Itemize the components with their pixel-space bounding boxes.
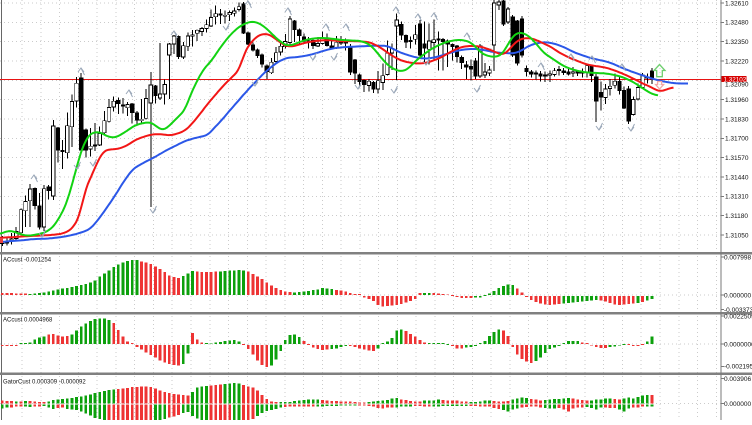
svg-text:0.0000000: 0.0000000 bbox=[724, 341, 752, 348]
svg-text:1.31570: 1.31570 bbox=[725, 155, 749, 162]
svg-text:1.31830: 1.31830 bbox=[725, 116, 749, 123]
svg-text:-0.0021956: -0.0021956 bbox=[724, 364, 752, 371]
svg-text:ACcust -0.001254: ACcust -0.001254 bbox=[3, 258, 52, 264]
svg-text:1.32102: 1.32102 bbox=[724, 76, 747, 83]
svg-text:1.31440: 1.31440 bbox=[725, 174, 749, 181]
svg-text:1.32350: 1.32350 bbox=[725, 39, 749, 46]
svg-text:1.32220: 1.32220 bbox=[725, 58, 749, 65]
svg-text:0.0022509: 0.0022509 bbox=[724, 314, 752, 321]
svg-text:GatorCust 0.000309 -0.000092: GatorCust 0.000309 -0.000092 bbox=[3, 380, 86, 386]
svg-text:1.32090: 1.32090 bbox=[725, 81, 749, 88]
svg-text:1.32480: 1.32480 bbox=[725, 20, 749, 27]
svg-text:0.007998: 0.007998 bbox=[724, 254, 751, 261]
svg-text:ACcust 0.0004968: ACcust 0.0004968 bbox=[3, 318, 53, 324]
svg-text:1.31310: 1.31310 bbox=[725, 194, 749, 201]
svg-text:0.000000: 0.000000 bbox=[724, 401, 751, 408]
svg-text:0.003906: 0.003906 bbox=[724, 376, 751, 383]
svg-text:1.32610: 1.32610 bbox=[725, 0, 749, 7]
svg-text:0.000000: 0.000000 bbox=[724, 292, 751, 299]
svg-text:1.31180: 1.31180 bbox=[725, 213, 748, 220]
svg-text:1.31960: 1.31960 bbox=[725, 97, 749, 104]
svg-text:-0.003373: -0.003373 bbox=[724, 307, 752, 314]
svg-text:1.31700: 1.31700 bbox=[725, 136, 749, 143]
svg-text:1.31050: 1.31050 bbox=[725, 232, 749, 239]
